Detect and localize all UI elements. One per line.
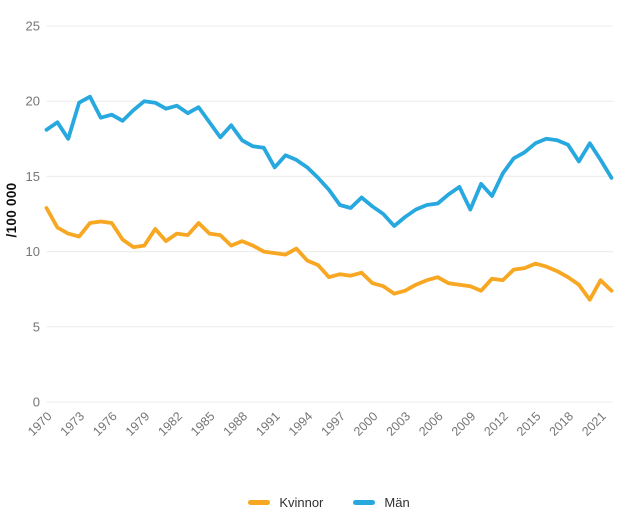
x-tick-label-2018: 2018 (547, 409, 577, 439)
y-tick-label-25: 25 (26, 19, 40, 34)
kvinnor-line-swatch (248, 500, 271, 505)
legend-item-man: Män (353, 495, 410, 510)
x-tick-label-1976: 1976 (90, 409, 120, 439)
x-tick-label-2015: 2015 (514, 409, 544, 439)
series-line-män (44, 94, 614, 228)
y-tick-label-10: 10 (26, 244, 40, 259)
man-line-swatch (353, 500, 376, 505)
y-axis-title: /100 000 (4, 183, 19, 238)
x-tick-label-1973: 1973 (58, 409, 88, 439)
y-tick-label-20: 20 (26, 94, 40, 109)
legend-label-man: Män (384, 495, 410, 510)
legend-item-kvinnor: Kvinnor (248, 495, 323, 510)
x-tick-label-2021: 2021 (579, 409, 609, 439)
series-line-kvinnor (44, 206, 614, 302)
x-tick-label-1985: 1985 (188, 409, 218, 439)
x-tick-label-1970: 1970 (25, 409, 55, 439)
x-tick-label-1988: 1988 (221, 409, 251, 439)
x-tick-label-1997: 1997 (318, 409, 348, 439)
y-tick-label-15: 15 (26, 169, 40, 184)
x-tick-label-2009: 2009 (449, 409, 479, 439)
x-tick-label-1991: 1991 (253, 409, 283, 439)
x-tick-label-1979: 1979 (123, 409, 153, 439)
x-tick-label-2012: 2012 (481, 409, 511, 439)
x-tick-label-2006: 2006 (416, 409, 446, 439)
y-tick-label-0: 0 (33, 395, 40, 410)
legend-label-kvinnor: Kvinnor (279, 495, 324, 510)
x-tick-label-1994: 1994 (286, 409, 316, 439)
y-tick-label-5: 5 (33, 319, 40, 334)
x-tick-label-1982: 1982 (155, 409, 185, 439)
x-tick-label-2003: 2003 (384, 409, 414, 439)
legend: Kvinnor Män (46, 495, 612, 510)
x-tick-label-2000: 2000 (351, 409, 381, 439)
